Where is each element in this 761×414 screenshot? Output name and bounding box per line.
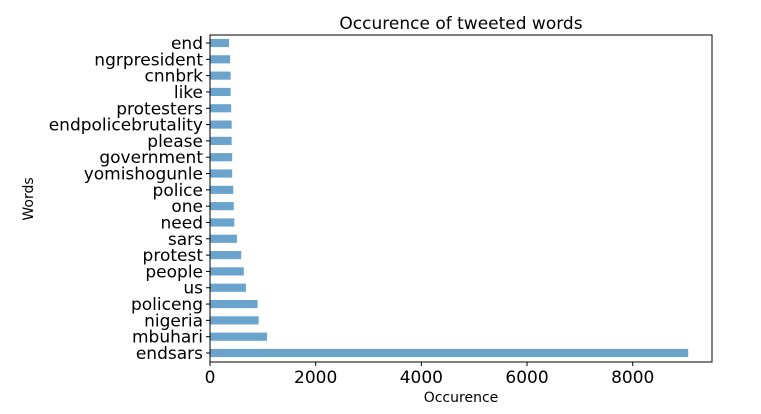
bar-ngrpresident xyxy=(210,55,231,64)
y-tick-labels: endsarsmbuharinigeriapolicenguspeoplepro… xyxy=(49,34,210,364)
bars-group xyxy=(210,38,689,358)
y-tick-label: government xyxy=(99,148,203,168)
plot-frame xyxy=(209,34,713,363)
x-tick-label: 8000 xyxy=(611,368,654,388)
y-tick-label: endsars xyxy=(136,344,203,364)
x-tick-label: 0 xyxy=(205,368,216,388)
y-axis-label: Words xyxy=(21,177,37,220)
bar-protest xyxy=(210,251,242,260)
y-tick-label: end xyxy=(171,34,203,54)
y-tick-label: yomishogunle xyxy=(84,165,203,185)
bar-need xyxy=(210,218,235,227)
y-tick-label: mbuhari xyxy=(132,328,203,348)
bar-cnnbrk xyxy=(210,71,231,80)
bar-endpolicebrutality xyxy=(210,120,232,129)
bar-people xyxy=(210,267,244,276)
bar-nigeria xyxy=(210,316,259,325)
x-tick-label: 4000 xyxy=(400,368,443,388)
bar-endsars xyxy=(210,348,689,358)
x-tick-label: 2000 xyxy=(294,368,337,388)
y-tick-label: nigeria xyxy=(144,311,203,331)
y-tick-label: one xyxy=(171,197,203,217)
bar-one xyxy=(210,202,234,211)
y-tick-label: police xyxy=(153,181,203,201)
bar-mbuhari xyxy=(210,332,268,341)
y-tick-label: policeng xyxy=(131,295,203,315)
y-tick-label: like xyxy=(174,83,203,103)
y-tick-label: sars xyxy=(168,230,203,250)
bar-policeng xyxy=(210,299,258,309)
chart-title: Occurence of tweeted words xyxy=(339,14,582,34)
bar-like xyxy=(210,87,231,97)
y-tick-label: endpolicebrutality xyxy=(49,116,203,136)
bar-us xyxy=(210,283,246,292)
y-tick-label: need xyxy=(161,213,203,233)
y-tick-label: us xyxy=(183,279,203,299)
bar-please xyxy=(210,136,232,145)
x-tick-label: 6000 xyxy=(505,368,548,388)
bar-protesters xyxy=(210,104,232,113)
bar-government xyxy=(210,153,233,162)
bar-yomishogunle xyxy=(210,169,233,178)
bar-sars xyxy=(210,234,237,243)
x-tick-labels: 0 2000 4000 6000 8000 xyxy=(205,362,654,388)
y-tick-label: ngrpresident xyxy=(94,50,203,70)
y-tick-label: people xyxy=(145,262,203,282)
x-axis-label: Occurence xyxy=(424,390,499,406)
y-tick-label: please xyxy=(147,132,203,152)
y-tick-label: protesters xyxy=(116,99,203,119)
y-tick-label: protest xyxy=(143,246,204,266)
bar-police xyxy=(210,185,234,194)
y-tick-label: cnnbrk xyxy=(144,67,203,87)
bar-end xyxy=(210,38,230,48)
